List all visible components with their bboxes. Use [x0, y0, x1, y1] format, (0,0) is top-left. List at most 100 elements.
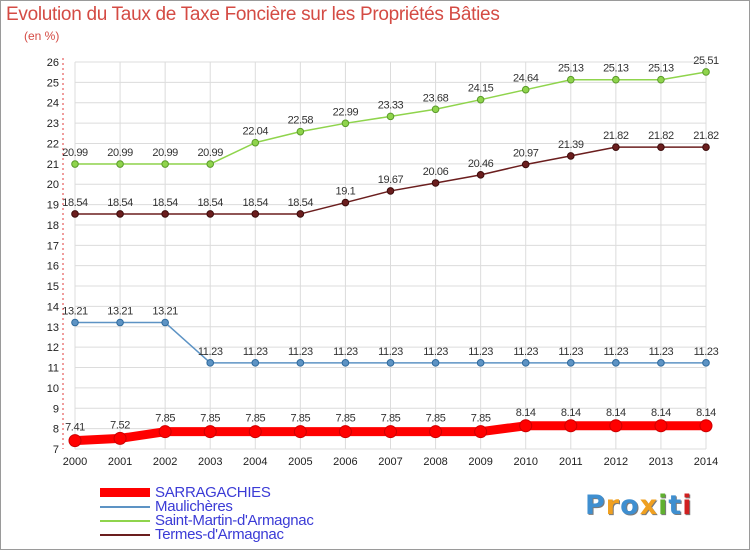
grid	[74, 61, 707, 450]
x-tick-label: 2013	[649, 456, 673, 468]
legend-swatch	[100, 488, 150, 497]
x-tick-label: 2008	[423, 456, 447, 468]
data-label: 19.67	[378, 174, 404, 186]
x-tick-label: 2009	[468, 456, 492, 468]
legend-label: SARRAGACHIES	[155, 484, 271, 501]
data-label: 20.99	[197, 147, 223, 159]
series-lines	[68, 68, 713, 448]
data-label: 20.46	[468, 158, 494, 170]
legend-label: Saint-Martin-d'Armagnac	[155, 512, 314, 529]
data-point	[654, 419, 668, 433]
data-point	[293, 425, 307, 439]
data-point	[431, 105, 440, 114]
data-point	[113, 431, 127, 445]
x-tick-label: 2000	[63, 456, 87, 468]
data-label: 11.23	[243, 346, 268, 358]
data-label: 18.54	[152, 197, 178, 209]
y-tick-label: 13	[47, 322, 59, 334]
data-label: 20.99	[62, 147, 88, 159]
data-point	[161, 318, 169, 327]
y-tick-label: 16	[47, 261, 59, 273]
data-point	[71, 318, 79, 327]
data-point	[564, 419, 578, 433]
y-tick-label: 18	[47, 220, 59, 232]
legend-label: Maulichères	[155, 498, 233, 515]
data-label: 18.54	[62, 197, 88, 209]
data-point	[341, 119, 350, 128]
data-label: 21.82	[648, 130, 674, 142]
data-point	[521, 359, 530, 367]
data-point	[296, 359, 305, 367]
chart-title: Evolution du Taux de Taxe Foncière sur l…	[6, 4, 500, 25]
data-point	[341, 198, 350, 207]
data-label: 23.68	[423, 92, 449, 104]
data-label: 22.58	[288, 115, 314, 127]
data-label: 7.85	[200, 413, 220, 425]
data-point	[161, 160, 169, 168]
data-label: 18.54	[288, 197, 314, 209]
data-label: 7.85	[381, 413, 401, 425]
data-point	[702, 68, 710, 76]
x-tick-label: 2003	[198, 456, 222, 468]
data-point	[519, 419, 533, 433]
data-point	[657, 359, 665, 367]
y-tick-label: 15	[47, 281, 59, 293]
data-point	[657, 143, 665, 151]
x-tick-label: 2001	[108, 456, 132, 468]
x-tick-label: 2004	[243, 456, 267, 468]
data-label: 20.99	[107, 147, 133, 159]
data-point	[431, 359, 440, 367]
data-label: 21.39	[558, 139, 584, 151]
data-label: 21.82	[693, 130, 719, 142]
data-label: 23.33	[378, 99, 404, 111]
y-tick-label: 10	[47, 383, 59, 395]
data-label: 25.13	[648, 63, 674, 75]
x-tick-label: 2007	[378, 456, 402, 468]
data-label: 11.23	[694, 346, 719, 358]
data-label: 7.85	[336, 413, 356, 425]
proxiti-logo: Proxiti	[585, 490, 693, 521]
x-tick-label: 2014	[694, 456, 718, 468]
data-point	[116, 210, 124, 218]
data-point	[566, 152, 575, 160]
data-label: 25.51	[693, 55, 719, 67]
y-tick-label: 26	[47, 57, 59, 69]
data-point	[386, 359, 395, 367]
data-point	[71, 210, 79, 218]
data-point	[68, 434, 82, 448]
data-point	[476, 359, 485, 367]
data-point	[431, 179, 440, 187]
data-point	[116, 160, 124, 168]
data-label: 7.85	[245, 413, 265, 425]
legend-swatch	[100, 520, 150, 522]
data-label: 7.41	[65, 422, 85, 434]
y-tick-label: 25	[47, 77, 59, 89]
x-tick-label: 2002	[153, 456, 177, 468]
data-label: 11.23	[649, 346, 674, 358]
y-axis-unit: (en %)	[24, 29, 60, 43]
y-tick-label: 23	[47, 118, 59, 130]
y-tick-label: 14	[47, 301, 59, 313]
x-tick-label: 2005	[288, 456, 312, 468]
data-point	[476, 171, 485, 179]
data-label: 7.85	[471, 413, 491, 425]
data-point	[158, 425, 172, 439]
y-tick-label: 11	[48, 363, 59, 375]
data-label: 20.99	[152, 147, 178, 159]
data-point	[341, 359, 350, 367]
data-label: 8.14	[651, 407, 671, 419]
data-point	[296, 127, 305, 136]
data-label: 11.23	[558, 346, 583, 358]
data-label: 11.23	[603, 346, 628, 358]
data-label: 22.04	[243, 126, 269, 138]
data-point	[71, 160, 79, 168]
data-label: 11.23	[468, 346, 493, 358]
data-point	[251, 359, 260, 367]
x-tick-label: 2010	[513, 456, 537, 468]
data-label: 8.14	[561, 407, 581, 419]
data-label: 18.54	[197, 197, 223, 209]
y-tick-label: 9	[53, 403, 59, 415]
data-point	[296, 210, 305, 218]
